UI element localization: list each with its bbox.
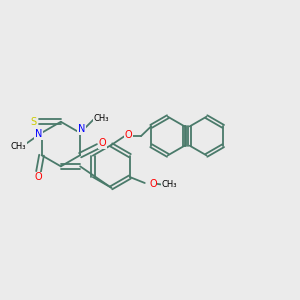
Text: N: N (35, 129, 42, 140)
Text: O: O (149, 179, 157, 190)
Text: CH₃: CH₃ (162, 180, 177, 189)
Text: CH₃: CH₃ (11, 142, 26, 151)
Text: CH₃: CH₃ (93, 113, 109, 122)
Text: S: S (30, 117, 36, 127)
Text: N: N (78, 124, 85, 134)
Text: O: O (99, 138, 106, 148)
Text: O: O (124, 130, 132, 140)
Text: O: O (35, 172, 42, 182)
